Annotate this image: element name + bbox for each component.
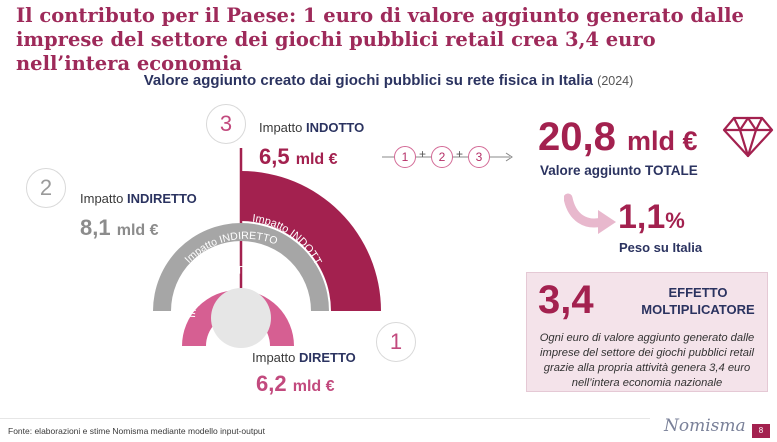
diamond-icon	[722, 116, 774, 158]
indiretto-label-name: INDIRETTO	[126, 191, 197, 206]
total-value: 20,8 mld €	[538, 115, 698, 160]
diretto-number-badge: 1	[376, 322, 416, 362]
subtitle-year: (2024)	[597, 74, 634, 88]
multiplier-title-line2: MOLTIPLICATORE	[641, 302, 755, 317]
indotto-value-number: 6,5	[259, 144, 290, 169]
subtitle-text: Valore aggiunto creato dai giochi pubbli…	[143, 72, 593, 89]
inner-circle	[211, 288, 271, 348]
multiplier-desc-line: grazie alla propria attività genera 3,4 …	[543, 362, 751, 374]
multiplier-desc-line: imprese del settore dei giochi pubblici …	[540, 347, 754, 359]
indiretto-value-unit: mld €	[116, 222, 159, 239]
peso-value-unit: %	[665, 208, 685, 233]
indiretto-label-prefix: Impatto	[80, 191, 127, 206]
diretto-value-number: 6,2	[256, 371, 287, 396]
multiplier-title-line1: EFFETTO	[668, 285, 728, 300]
chart-subtitle: Valore aggiunto creato dai giochi pubbli…	[0, 72, 777, 89]
total-label: Valore aggiunto TOTALE	[540, 163, 698, 178]
indotto-value-unit: mld €	[295, 151, 338, 168]
peso-value-number: 1,1	[618, 198, 666, 236]
brand-logo: Nomisma	[664, 416, 746, 436]
indiretto-arc	[153, 223, 329, 311]
indiretto-value: 8,1 mld €	[80, 215, 159, 241]
diretto-label-name: DIRETTO	[298, 350, 356, 365]
diretto-value-unit: mld €	[292, 378, 335, 395]
multiplier-desc-line: Ogni euro di valore aggiunto generato da…	[539, 332, 755, 344]
multiplier-desc-line: nell’intera economia nazionale	[571, 377, 723, 389]
page-number: 8	[752, 424, 770, 438]
sum-formula: 1 + 2 + 3	[380, 143, 520, 173]
formula-term-3: 3	[468, 146, 490, 168]
formula-term-1: 1	[394, 146, 416, 168]
indotto-arc	[241, 171, 381, 311]
diretto-label-prefix: Impatto	[252, 350, 299, 365]
diretto-label: Impatto DIRETTO	[252, 350, 356, 365]
indotto-label-prefix: Impatto	[259, 120, 306, 135]
multiplier-title: EFFETTO MOLTIPLICATORE	[636, 284, 760, 318]
indotto-label: Impatto INDOTTO	[259, 120, 364, 135]
indiretto-number-badge: 2	[26, 168, 66, 208]
indiretto-value-number: 8,1	[80, 215, 111, 240]
multiplier-value: 3,4	[538, 278, 594, 322]
multiplier-description: Ogni euro di valore aggiunto generato da…	[532, 331, 762, 391]
diretto-value: 6,2 mld €	[256, 371, 335, 397]
formula-term-2: 2	[431, 146, 453, 168]
footer-divider	[0, 418, 650, 419]
formula-plus-2: +	[456, 147, 464, 161]
peso-label: Peso su Italia	[619, 240, 703, 255]
indiretto-label: Impatto INDIRETTO	[80, 191, 197, 206]
total-value-unit: mld €	[626, 126, 698, 156]
formula-plus-1: +	[419, 147, 427, 161]
multiplier-box	[526, 272, 768, 392]
indotto-value: 6,5 mld €	[259, 144, 338, 170]
slide-title: Il contributo per il Paese: 1 euro di va…	[16, 4, 744, 75]
indotto-number-badge: 3	[206, 104, 246, 144]
source-note: Fonte: elaborazioni e stime Nomisma medi…	[8, 426, 266, 436]
indotto-label-name: INDOTTO	[305, 120, 365, 135]
peso-value: 1,1%	[618, 198, 685, 237]
curved-arrow-icon	[564, 193, 616, 234]
total-value-number: 20,8	[538, 115, 616, 159]
